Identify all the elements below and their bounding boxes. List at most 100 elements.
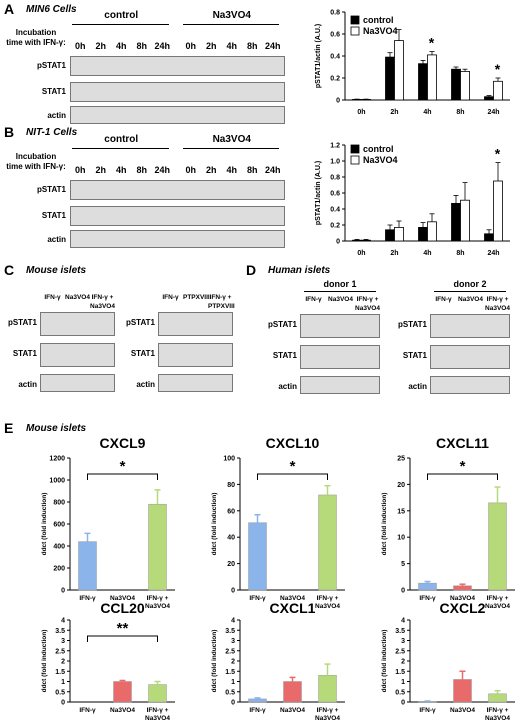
blot-strip-actin <box>158 374 233 392</box>
bar <box>453 585 472 591</box>
group-underline <box>182 148 279 149</box>
y-tick-label: 0 <box>61 588 65 595</box>
y-axis-label: ddct (fold induction) <box>211 493 218 556</box>
bar <box>248 698 267 703</box>
y-tick-label: 0.2 <box>330 223 340 230</box>
blot-row-label-pstat1: pSTAT1 <box>36 61 66 70</box>
y-tick-label: 25 <box>397 456 405 463</box>
panel-a-letter: A <box>4 1 15 17</box>
x-tick-label: IFN-γ <box>419 595 436 602</box>
blot-row-label-actin: actin <box>47 235 66 244</box>
significance-mark: * <box>495 61 501 77</box>
y-tick-label: 40 <box>227 535 235 542</box>
lane-time-label: 8h <box>246 41 258 51</box>
chart-title: CXCL11 <box>436 435 489 451</box>
blot-strip-stat1 <box>430 345 510 369</box>
bar <box>148 503 167 591</box>
y-tick-label: 1200 <box>49 456 65 463</box>
y-tick-label: 0 <box>336 239 340 246</box>
x-tick-label: Na3VO4 <box>315 715 340 722</box>
y-tick-label: 400 <box>53 544 65 551</box>
panel-b-letter: B <box>4 124 15 140</box>
blot-strip-actin <box>40 374 115 392</box>
lane-time-label: 8h <box>136 41 147 51</box>
x-tick-label: 24h <box>487 250 499 257</box>
y-tick-label: 3.5 <box>55 628 65 635</box>
lane-label: Na3VO4 <box>328 296 353 303</box>
panel-a-title: MIN6 Cells <box>26 4 77 15</box>
donor-underline <box>304 291 376 292</box>
lane-time-label: 24h <box>264 165 281 175</box>
panel-e-letter: E <box>4 420 14 436</box>
blot-row-label-stat1: STAT1 <box>41 87 66 96</box>
y-tick-label: 200 <box>53 566 65 573</box>
y-tick-label: 0.6 <box>330 191 340 198</box>
blot-row-label-stat1: STAT1 <box>402 351 427 360</box>
lane-time-label: 8h <box>136 165 147 175</box>
blot-row-label-pstat1: pSTAT1 <box>397 320 427 329</box>
x-tick-label: IFN-γ <box>79 595 96 602</box>
legend-label: Na3VO4 <box>363 155 398 165</box>
significance-mark: * <box>120 458 126 475</box>
bar <box>248 522 267 591</box>
x-tick-label: IFN-γ <box>419 707 436 714</box>
y-tick-label: 1 <box>61 679 65 686</box>
y-axis-label: ddct (fold induction) <box>41 630 48 693</box>
panel-c-letter: C <box>4 262 15 278</box>
blot-row-label-pstat1: pSTAT1 <box>125 318 155 327</box>
y-tick-label: 3 <box>231 638 235 645</box>
blot-row-label-actin: actin <box>18 380 37 389</box>
incubation-label-line2: time with IFN-γ: <box>6 162 66 171</box>
y-tick-label: 0.5 <box>225 689 235 696</box>
blot-strip-stat1 <box>40 343 115 367</box>
incubation-label-line1: Incubation <box>15 152 57 161</box>
blot-row-label-stat1: STAT1 <box>130 349 155 358</box>
blot-strip-pstat1 <box>158 312 233 336</box>
panel-d-letter: D <box>246 262 257 278</box>
y-axis-label: ddct (fold induction) <box>41 493 48 556</box>
x-tick-label: Na3VO4 <box>450 707 475 714</box>
bar <box>488 693 507 703</box>
significance-mark: * <box>429 35 435 51</box>
y-tick-label: 1.5 <box>225 669 235 676</box>
y-axis-label: ddct (fold induction) <box>381 493 388 556</box>
blot-row-label-actin: actin <box>136 380 155 389</box>
significance-bracket <box>87 473 158 480</box>
y-tick-label: 0.6 <box>330 32 340 39</box>
group-label-na3vo4: Na3VO4 <box>212 134 251 145</box>
x-tick-label: IFN-γ <box>249 707 266 714</box>
group-underline <box>72 148 169 149</box>
lane-time-label: 24h <box>154 165 170 175</box>
x-tick-label: IFN-γ + <box>317 707 339 714</box>
y-tick-label: 3 <box>61 638 65 645</box>
y-tick-label: 2 <box>401 659 405 666</box>
x-tick-label: Na3VO4 <box>145 715 170 722</box>
lane-time-label: 0h <box>185 165 196 175</box>
blot-row-label-stat1: STAT1 <box>41 211 66 220</box>
legend-label: control <box>363 15 394 25</box>
x-tick-label: IFN-γ + <box>317 595 339 602</box>
blot-strip-stat1 <box>70 82 285 102</box>
lane-time-label: 0h <box>74 41 86 51</box>
bar <box>318 675 337 703</box>
blot-row-label-stat1: STAT1 <box>272 351 297 360</box>
panel-d-title: Human islets <box>268 265 331 276</box>
lane-time-label: 4h <box>226 165 237 175</box>
blot-row-label-actin: actin <box>47 111 66 120</box>
y-tick-label: 3 <box>401 638 405 645</box>
y-tick-label: 1 <box>401 679 405 686</box>
lane-time-label: 2h <box>95 41 106 51</box>
bar <box>418 582 437 591</box>
x-tick-label: IFN-γ + <box>147 595 169 602</box>
y-tick-label: 80 <box>227 482 235 489</box>
panel-e-title: Mouse islets <box>26 423 87 434</box>
significance-mark: * <box>460 458 466 475</box>
y-tick-label: 3.5 <box>395 628 405 635</box>
y-tick-label: 15 <box>397 508 405 515</box>
lane-time-label: 24h <box>154 41 170 51</box>
x-tick-label: IFN-γ + <box>487 707 509 714</box>
blot-strip-pstat1 <box>300 314 380 338</box>
lane-time-label: 2h <box>205 41 217 51</box>
y-tick-label: 2.5 <box>55 648 65 655</box>
